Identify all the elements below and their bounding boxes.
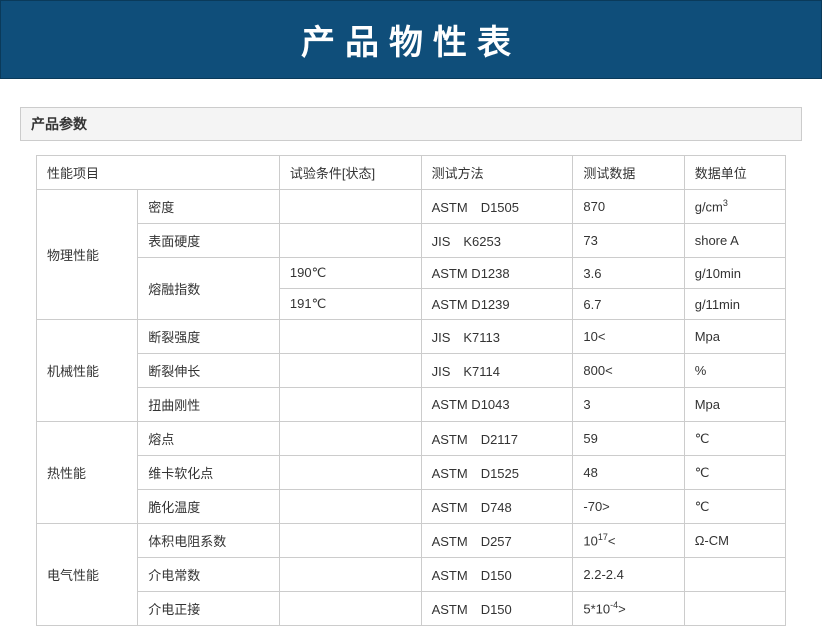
unit-cell: Mpa: [684, 320, 785, 354]
item-cell: 脆化温度: [138, 490, 280, 524]
unit-cell: g/cm3: [684, 190, 785, 224]
unit-cell: Ω-CM: [684, 524, 785, 558]
value-cell: 3.6: [573, 258, 684, 289]
table-wrap: 性能项目 试验条件[状态] 测试方法 测试数据 数据单位 物理性能密度 ASTM …: [36, 155, 786, 626]
method-cell: ASTM D748: [421, 490, 573, 524]
condition-cell: 190℃: [279, 258, 421, 289]
condition-cell: [279, 490, 421, 524]
col-header-item: 性能项目: [37, 156, 280, 190]
method-cell: JIS K6253: [421, 224, 573, 258]
table-row: 维卡软化点 ASTM D152548℃: [37, 456, 786, 490]
value-cell: 48: [573, 456, 684, 490]
condition-cell: [279, 592, 421, 626]
item-cell: 断裂强度: [138, 320, 280, 354]
table-row: 热性能熔点ASTM D211759℃: [37, 422, 786, 456]
value-cell: 73: [573, 224, 684, 258]
condition-cell: [279, 388, 421, 422]
table-header-row: 性能项目 试验条件[状态] 测试方法 测试数据 数据单位: [37, 156, 786, 190]
method-cell: ASTM D257: [421, 524, 573, 558]
unit-cell: [684, 592, 785, 626]
unit-cell: ℃: [684, 490, 785, 524]
item-cell: 扭曲刚性: [138, 388, 280, 422]
banner-title: 产品物性表: [301, 25, 521, 62]
value-cell: 1017<: [573, 524, 684, 558]
table-row: 介电常数 ASTM D1502.2-2.4: [37, 558, 786, 592]
condition-cell: [279, 320, 421, 354]
unit-cell: %: [684, 354, 785, 388]
value-cell: 59: [573, 422, 684, 456]
condition-cell: [279, 354, 421, 388]
item-cell: 密度: [138, 190, 280, 224]
table-row: 断裂伸长 JIS K7114800<%: [37, 354, 786, 388]
method-cell: ASTM D1505: [421, 190, 573, 224]
method-cell: ASTM D2117: [421, 422, 573, 456]
banner: 产品物性表: [0, 0, 822, 79]
condition-cell: 191℃: [279, 289, 421, 320]
col-header-value: 测试数据: [573, 156, 684, 190]
method-cell: ASTM D1239: [421, 289, 573, 320]
value-cell: 10<: [573, 320, 684, 354]
col-header-method: 测试方法: [421, 156, 573, 190]
item-cell: 断裂伸长: [138, 354, 280, 388]
method-cell: ASTM D1043: [421, 388, 573, 422]
method-cell: JIS K7113: [421, 320, 573, 354]
condition-cell: [279, 524, 421, 558]
table-row: 脆化温度 ASTM D748-70>℃: [37, 490, 786, 524]
category-cell: 热性能: [37, 422, 138, 524]
col-header-unit: 数据单位: [684, 156, 785, 190]
category-cell: 电气性能: [37, 524, 138, 626]
value-cell: 5*10-4>: [573, 592, 684, 626]
item-cell: 熔融指数: [138, 258, 280, 320]
unit-cell: ℃: [684, 422, 785, 456]
method-cell: ASTM D150: [421, 592, 573, 626]
unit-cell: g/10min: [684, 258, 785, 289]
condition-cell: [279, 558, 421, 592]
value-cell: 800<: [573, 354, 684, 388]
table-row: 电气性能体积电阻系数ASTM D2571017<Ω-CM: [37, 524, 786, 558]
unit-cell: shore A: [684, 224, 785, 258]
table-row: 物理性能密度ASTM D1505870g/cm3: [37, 190, 786, 224]
method-cell: ASTM D1238: [421, 258, 573, 289]
item-cell: 体积电阻系数: [138, 524, 280, 558]
condition-cell: [279, 224, 421, 258]
item-cell: 介电正接: [138, 592, 280, 626]
unit-cell: ℃: [684, 456, 785, 490]
category-cell: 机械性能: [37, 320, 138, 422]
unit-cell: [684, 558, 785, 592]
table-row: 熔融指数190℃ASTM D12383.6g/10min: [37, 258, 786, 289]
condition-cell: [279, 190, 421, 224]
condition-cell: [279, 422, 421, 456]
method-cell: ASTM D150: [421, 558, 573, 592]
item-cell: 熔点: [138, 422, 280, 456]
properties-table: 性能项目 试验条件[状态] 测试方法 测试数据 数据单位 物理性能密度 ASTM …: [36, 155, 786, 626]
condition-cell: [279, 456, 421, 490]
table-row: 表面硬度 JIS K625373shore A: [37, 224, 786, 258]
value-cell: -70>: [573, 490, 684, 524]
table-row: 介电正接 ASTM D1505*10-4>: [37, 592, 786, 626]
item-cell: 介电常数: [138, 558, 280, 592]
value-cell: 6.7: [573, 289, 684, 320]
value-cell: 870: [573, 190, 684, 224]
item-cell: 维卡软化点: [138, 456, 280, 490]
value-cell: 2.2-2.4: [573, 558, 684, 592]
item-cell: 表面硬度: [138, 224, 280, 258]
section-header: 产品参数: [20, 107, 802, 141]
unit-cell: g/11min: [684, 289, 785, 320]
category-cell: 物理性能: [37, 190, 138, 320]
table-row: 扭曲刚性 ASTM D10433Mpa: [37, 388, 786, 422]
method-cell: JIS K7114: [421, 354, 573, 388]
col-header-cond: 试验条件[状态]: [279, 156, 421, 190]
unit-cell: Mpa: [684, 388, 785, 422]
section-title: 产品参数: [31, 116, 87, 132]
method-cell: ASTM D1525: [421, 456, 573, 490]
value-cell: 3: [573, 388, 684, 422]
table-row: 机械性能断裂强度JIS K711310<Mpa: [37, 320, 786, 354]
